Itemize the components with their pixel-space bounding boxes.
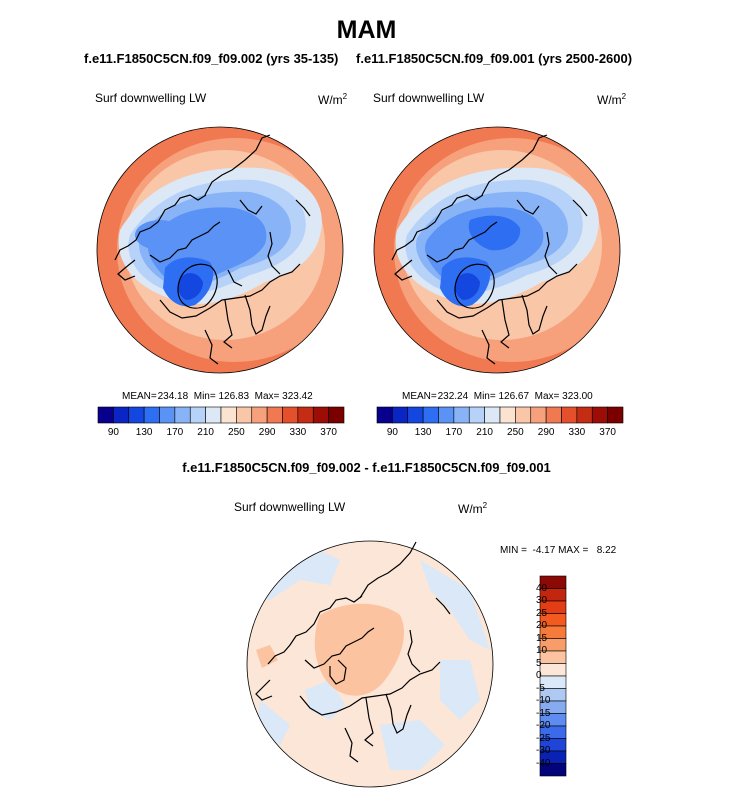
colorbar-diff (539, 575, 567, 777)
colorbar-left (97, 406, 345, 424)
colorbar-swatch (174, 406, 191, 424)
panel-left-variable: Surf downwelling LW (95, 91, 207, 105)
colorbar-tick-label: -25 (536, 732, 551, 744)
colorbar-tick-label: 170 (445, 427, 463, 438)
colorbar-swatch (113, 406, 130, 424)
colorbar-swatch (539, 763, 567, 777)
colorbar-tick-label: 30 (536, 595, 548, 606)
colorbar-swatch (591, 406, 608, 424)
colorbar-swatch (328, 406, 345, 424)
colorbar-tick-label: 290 (258, 427, 276, 438)
colorbar-tick-label: -5 (536, 682, 545, 694)
colorbar-tick-label: 130 (135, 427, 153, 438)
colorbar-tick-label: -40 (536, 757, 551, 769)
diff-unit: W/m2 (458, 501, 488, 516)
colorbar-swatch (97, 406, 114, 424)
colorbar-tick-label: -10 (536, 695, 551, 706)
colorbar-tick-label: 210 (476, 427, 493, 438)
colorbar-swatch (576, 406, 593, 424)
colorbar-swatch (251, 406, 268, 424)
colorbar-swatch (453, 406, 470, 424)
colorbar-swatch (484, 406, 501, 424)
colorbar-swatch (468, 406, 485, 424)
map-left (96, 126, 344, 374)
colorbar-tick-label: -15 (536, 707, 551, 719)
colorbar-swatch (422, 406, 439, 424)
panel-right-subtitle: f.e11.F1850C5CN.f09_f09.001 (yrs 2500-26… (356, 51, 633, 66)
colorbar-tick-label: 20 (536, 620, 548, 631)
colorbar-swatch (205, 406, 222, 424)
colorbar-swatch (545, 406, 562, 424)
colorbar-tick-label: -20 (536, 720, 551, 731)
colorbar-swatch (143, 406, 160, 424)
colorbar-swatch (376, 406, 393, 424)
colorbar-swatch (407, 406, 424, 424)
panel-left-subtitle: f.e11.F1850C5CN.f09_f09.002 (yrs 35-135) (84, 51, 339, 66)
colorbar-right (376, 406, 624, 424)
colorbar-swatch (128, 406, 145, 424)
colorbar-tick-label: 330 (568, 427, 586, 438)
colorbar-tick-label: 170 (166, 427, 184, 438)
colorbar-swatch (159, 406, 176, 424)
colorbar-swatch (530, 406, 547, 424)
colorbar-tick-label: 250 (228, 427, 245, 438)
colorbar-tick-label: 130 (414, 427, 432, 438)
colorbar-swatch (438, 406, 455, 424)
map-diff (246, 540, 494, 788)
colorbar-swatch (266, 406, 283, 424)
colorbar-swatch (312, 406, 329, 424)
diff-variable: Surf downwelling LW (234, 500, 346, 514)
colorbar-swatch (499, 406, 516, 424)
colorbar-tick-label: 210 (197, 427, 214, 438)
colorbar-swatch (282, 406, 299, 424)
colorbar-tick-label: 370 (599, 427, 616, 438)
colorbar-tick-label: 0 (536, 670, 542, 681)
colorbar-tick-label: 290 (537, 427, 555, 438)
colorbar-tick-label: -30 (536, 745, 551, 756)
colorbar-tick-label: 10 (536, 645, 548, 656)
colorbar-tick-label: 5 (536, 657, 542, 669)
colorbar-tick-label: 250 (507, 427, 524, 438)
colorbar-swatch (607, 406, 624, 424)
colorbar-tick-label: 15 (536, 632, 548, 644)
colorbar-swatch (236, 406, 253, 424)
colorbar-tick-label: 330 (289, 427, 307, 438)
map-right (373, 126, 621, 374)
panel-left-stats: MEAN= 234.18 Min= 126.83 Max= 323.42 (122, 391, 313, 402)
colorbar-swatch (220, 406, 237, 424)
panel-right-unit: W/m2 (597, 92, 627, 107)
colorbar-tick-label: 25 (536, 607, 548, 619)
colorbar-tick-label: 90 (107, 427, 119, 438)
diff-subtitle: f.e11.F1850C5CN.f09_f09.002 - f.e11.F185… (182, 460, 551, 475)
panel-right-stats: MEAN= 232.24 Min= 126.67 Max= 323.00 (402, 391, 593, 402)
diff-min-max: MIN = -4.17 MAX = 8.22 (500, 545, 617, 556)
colorbar-swatch (189, 406, 206, 424)
colorbar-tick-label: 40 (536, 582, 548, 594)
colorbar-swatch (561, 406, 578, 424)
panel-left-unit: W/m2 (318, 92, 348, 107)
colorbar-swatch (392, 406, 409, 424)
colorbar-tick-label: 90 (386, 427, 398, 438)
colorbar-tick-label: 370 (320, 427, 337, 438)
colorbar-swatch (297, 406, 314, 424)
panel-right-variable: Surf downwelling LW (373, 91, 485, 105)
colorbar-swatch (515, 406, 532, 424)
figure-title: MAM (336, 16, 397, 44)
